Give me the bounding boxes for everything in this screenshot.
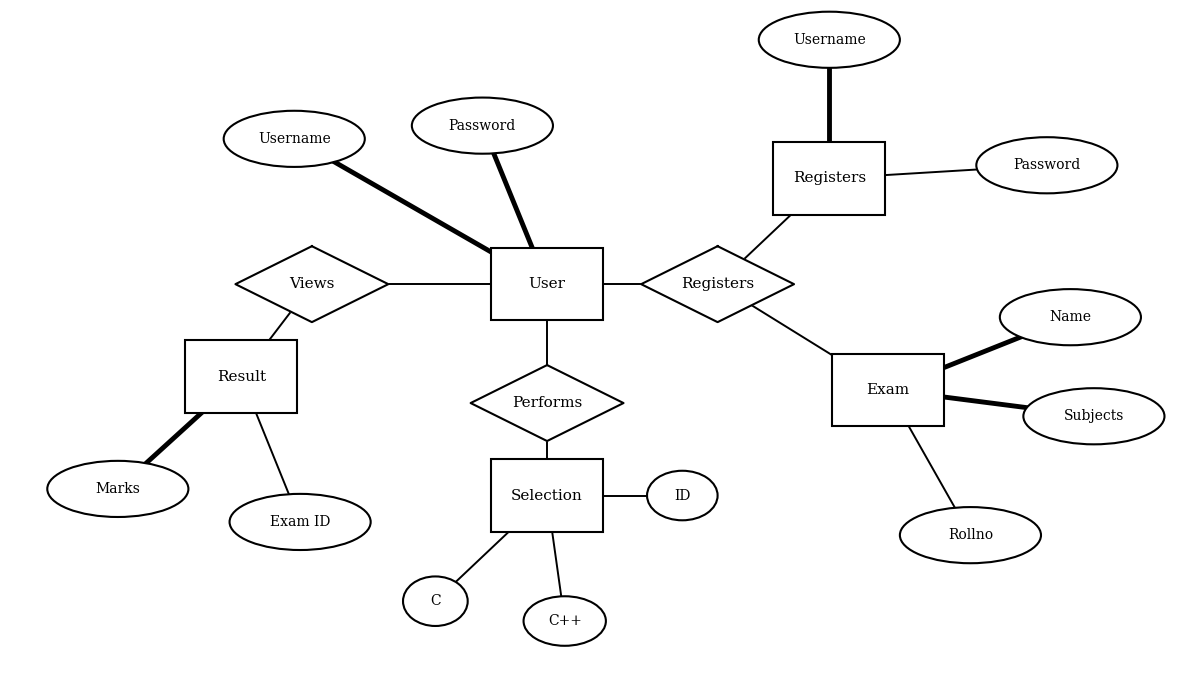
Polygon shape [470, 365, 624, 441]
Bar [833, 353, 944, 426]
Text: Password: Password [1013, 158, 1080, 173]
Bar [491, 248, 602, 320]
Text: Exam ID: Exam ID [270, 515, 330, 529]
Ellipse shape [229, 494, 371, 550]
Text: Exam: Exam [866, 383, 910, 397]
Text: Registers: Registers [793, 171, 866, 185]
Ellipse shape [977, 137, 1117, 193]
Text: ID: ID [674, 489, 690, 503]
Bar [186, 340, 298, 413]
Ellipse shape [1024, 388, 1164, 444]
Text: Rollno: Rollno [948, 528, 994, 542]
Ellipse shape [47, 461, 188, 517]
Ellipse shape [223, 111, 365, 167]
Text: User: User [528, 277, 565, 291]
Text: Password: Password [449, 119, 516, 133]
Ellipse shape [403, 576, 468, 626]
Ellipse shape [1000, 289, 1141, 345]
Text: Registers: Registers [682, 277, 754, 291]
Text: Subjects: Subjects [1063, 409, 1124, 423]
Text: C++: C++ [547, 614, 582, 628]
Ellipse shape [900, 507, 1042, 563]
Bar [774, 142, 886, 215]
Text: Username: Username [793, 33, 865, 47]
Text: Result: Result [217, 369, 266, 384]
Text: Selection: Selection [511, 489, 583, 503]
Text: Performs: Performs [512, 396, 582, 410]
Ellipse shape [523, 596, 606, 646]
Ellipse shape [412, 98, 553, 154]
Text: Name: Name [1050, 310, 1092, 324]
Ellipse shape [758, 11, 900, 68]
Bar [491, 459, 602, 532]
Text: C: C [430, 594, 440, 608]
Text: Views: Views [289, 277, 335, 291]
Ellipse shape [647, 470, 718, 520]
Polygon shape [235, 246, 389, 322]
Text: Marks: Marks [96, 482, 140, 496]
Polygon shape [641, 246, 794, 322]
Text: Username: Username [258, 132, 331, 146]
